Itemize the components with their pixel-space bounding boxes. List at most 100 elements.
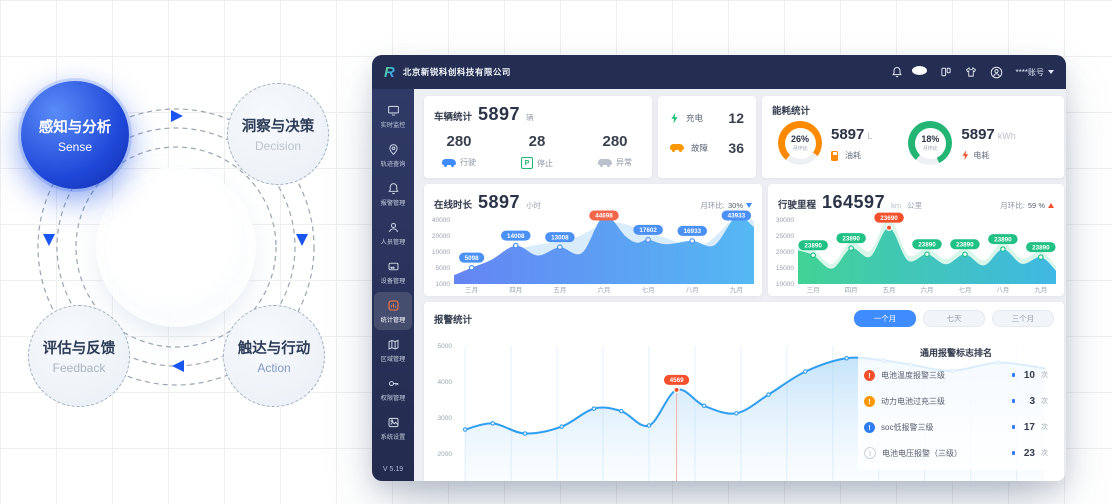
sidebar-item-realtime-monitor[interactable]: 实时监控 [374,97,412,135]
alarm-ranking-panel: 通用报警标志排名 电池温度报警三级 10 次 动力电池过充三级 3 次 [858,342,1054,470]
sidebar-item-alarm-management[interactable]: 报警管理 [374,175,412,213]
voltage-icon [962,150,969,160]
tab-one-month[interactable]: 一个月 [854,310,916,327]
ranking-count: 17 [1023,421,1035,433]
ranking-unit: 次 [1041,450,1048,457]
online-duration-unit: 小时 [526,201,542,210]
sidebar-item-permission-management[interactable]: 权限管理 [374,370,412,408]
key-icon [388,380,398,386]
row-label: 故障 [691,143,709,153]
alarm-bell-icon[interactable] [891,66,903,78]
sidebar-item-label: 统计管理 [380,316,406,324]
svg-text:四月: 四月 [509,286,522,294]
svg-text:43933: 43933 [728,213,746,220]
node-title: 评估与反馈 [42,341,116,357]
mom-value: 30% [727,201,743,210]
online-duration-chart: 40000 20000 10000 5000 1000 三月 四月 五月 六月 七月 八月 九月 509… [432,210,754,294]
svg-text:44698: 44698 [595,213,613,220]
sidebar-item-system-settings[interactable]: 系统设置 [374,409,412,447]
ranking-unit: 次 [1041,424,1048,431]
parking-icon: P [521,157,533,169]
mom-label: 月环比: [1000,201,1025,210]
svg-text:3000: 3000 [438,415,453,422]
fuel-donut-chart: 26% 月环比 [778,121,822,165]
vehicle-total-unit: 辆 [526,113,534,122]
svg-text:四月: 四月 [845,286,858,294]
energy-unit: L [867,130,873,141]
svg-text:23890: 23890 [804,242,822,249]
sidebar-item-device-management[interactable]: 设备管理 [374,253,412,291]
cycle-node-decision: 洞察与决策 Decision [227,83,329,185]
svg-text:六月: 六月 [921,285,934,294]
fuel-consumption-group: 26% 月环比 5897 L 油耗 [778,121,872,165]
svg-text:23890: 23890 [918,241,936,248]
stat-value: 280 [602,133,628,150]
energy-label: 电耗 [973,150,990,160]
tab-three-months[interactable]: 三个月 [992,310,1054,327]
ranking-row: soc低报警三级 17 次 [864,414,1048,440]
svg-text:10000: 10000 [776,281,794,288]
ranking-label: 电池电压报警（三级） [882,448,962,458]
stat-label: 异常 [616,158,632,167]
online-duration-value: 5897 [478,192,521,212]
svg-text:2000: 2000 [438,451,453,458]
tab-seven-days[interactable]: 七天 [923,310,985,327]
sidebar-item-statistics-management[interactable]: 统计管理 [374,292,412,330]
screen-switch-icon[interactable] [940,66,952,78]
sidebar: 实时监控 轨迹查询 报警管理 人员管理 设备管理 统计管理 [372,89,414,481]
sidebar-item-label: 人员管理 [380,238,406,246]
ranking-row: 动力电池过充三级 3 次 [864,388,1048,414]
app-header: R 北京新锐科创科技有限公司 ****账号 [372,55,1066,89]
ranking-label: 电池温度报警三级 [881,370,945,380]
account-dropdown[interactable]: ****账号 [1016,67,1054,78]
svg-text:23890: 23890 [1032,244,1050,251]
settings-image-icon [388,417,398,427]
arrow-right-icon [171,110,183,122]
ranking-count: 23 [1023,447,1035,459]
card-title: 在线时长 [434,200,473,211]
node-subtitle: Decision [254,139,302,153]
count-dot-icon [1011,399,1015,403]
svg-text:23690: 23690 [880,215,898,222]
power-donut-chart: 18% 月环比 [908,121,953,165]
notification-bubble[interactable] [911,65,927,75]
energy-label: 油耗 [845,150,861,160]
svg-text:13008: 13008 [551,234,569,241]
card-title: 能耗统计 [772,106,811,117]
center-disc [106,177,246,317]
alarm-range-tabs: 一个月 七天 三个月 [854,310,1054,327]
svg-text:九月: 九月 [730,285,743,294]
vehicle-stat-stopped: 28 P 停止 [521,133,553,169]
count-dot-icon [1011,373,1015,377]
svg-text:七月: 七月 [958,285,971,294]
sidebar-item-personnel-management[interactable]: 人员管理 [374,214,412,252]
mileage-unit: 公里 [907,201,923,210]
svg-text:5098: 5098 [465,255,480,262]
sidebar-item-label: 系统设置 [380,433,406,441]
svg-text:23890: 23890 [842,235,860,242]
sidebar-item-track-query[interactable]: 轨迹查询 [374,136,412,174]
svg-text:八月: 八月 [686,286,699,294]
stat-label: 停止 [537,158,553,168]
person-icon [388,222,398,232]
chevron-down-icon [1048,70,1054,74]
cycle-node-feedback: 评估与反馈 Feedback [28,305,130,407]
mileage-card: 行驶里程 164597 km 公里 月环比: 59 % 30000 25000 20… [768,184,1064,296]
vehicle-total: 5897 [478,104,521,124]
fault-row: 故障 36 [658,140,756,156]
card-title: 报警统计 [434,314,473,326]
location-pin-icon [388,143,398,155]
row-value: 12 [728,110,744,126]
charge-fault-card: 充电 12 故障 36 [658,96,756,178]
avatar-icon[interactable] [990,66,1003,79]
svg-text:16933: 16933 [683,228,701,235]
donut-percent: 18% [921,134,940,144]
version-label: V 5.19 [382,466,404,473]
count-dot-icon [1011,451,1015,455]
sidebar-item-region-management[interactable]: 区域管理 [374,331,412,369]
vehicle-stats-card: 车辆统计 5897 辆 280 行驶 28 P 停止 280 异常 [424,96,652,178]
ranking-count: 10 [1023,369,1035,381]
theme-shirt-icon[interactable] [965,66,977,78]
node-subtitle: Action [257,361,291,375]
card-title: 车辆统计 [434,112,473,123]
